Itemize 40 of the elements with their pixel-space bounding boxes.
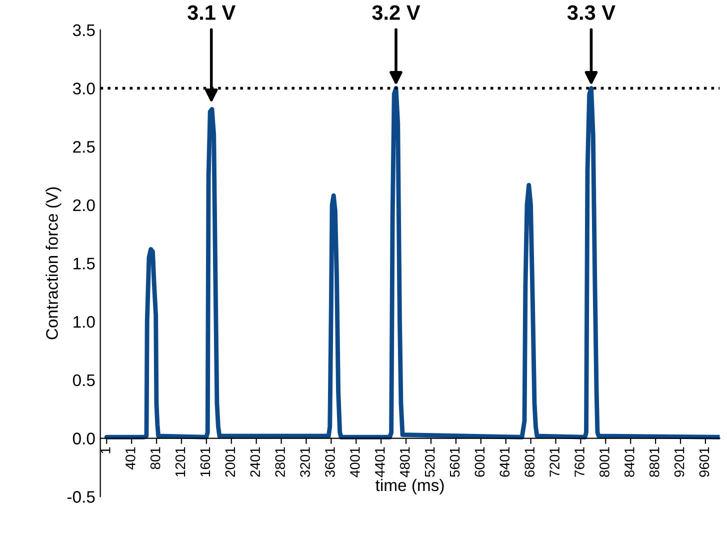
x-tick-label: 7601	[574, 447, 584, 477]
x-tick-label: 6801	[524, 447, 535, 477]
y-tick-label: 2.0	[73, 199, 95, 212]
x-tick-label: 8801	[649, 447, 660, 477]
x-tick-label: 4001	[350, 447, 360, 478]
x-tick-label: 7201	[550, 447, 560, 477]
y-tick-label: 3.0	[72, 82, 95, 94]
x-tick-label: 801	[150, 447, 160, 470]
y-axis-title: Contraction force (V)	[46, 187, 62, 340]
y-tick-label: 0.5	[72, 374, 95, 386]
x-tick-label: 3601	[325, 447, 335, 477]
x-tick-label: 1	[100, 447, 110, 454]
x-tick-label: 9601	[699, 447, 710, 477]
x-axis-title: time (ms)	[376, 478, 444, 494]
x-tick-label: 2401	[250, 447, 260, 477]
x-tick-label: 4801	[400, 447, 410, 478]
line-series	[104, 86, 720, 440]
annotation: 3.1 V	[188, 5, 236, 20]
x-tick-label: 9201	[674, 447, 684, 477]
x-tick-label: 3201	[300, 447, 310, 477]
x-tick-label: 2001	[225, 447, 236, 477]
x-tick-label: 1201	[175, 447, 186, 476]
y-tick-label: 2.5	[73, 140, 95, 153]
x-tick-label: 8401	[624, 447, 634, 477]
x-tick-label: 8001	[600, 447, 610, 477]
x-tick-label: 6401	[500, 447, 510, 477]
x-tick-label: 4401	[374, 447, 385, 478]
annotation: 3.2 V	[372, 5, 420, 20]
x-tick-label: 6001	[474, 447, 485, 477]
y-tick-label: 3.5	[72, 24, 95, 36]
x-tick-label: 1601	[200, 447, 210, 476]
x-tick-label: 5601	[450, 447, 460, 477]
y-tick-label: -0.5	[67, 491, 95, 503]
y-tick-label: 0.0	[72, 432, 95, 444]
x-tick-label: 5201	[424, 447, 435, 477]
annotation: 3.3 V	[567, 5, 616, 20]
x-tick-label: 2801	[275, 447, 286, 477]
x-tick-label: 401	[125, 447, 136, 470]
y-tick-label: 1.5	[74, 258, 95, 270]
y-tick-label: 1.0	[74, 316, 95, 328]
